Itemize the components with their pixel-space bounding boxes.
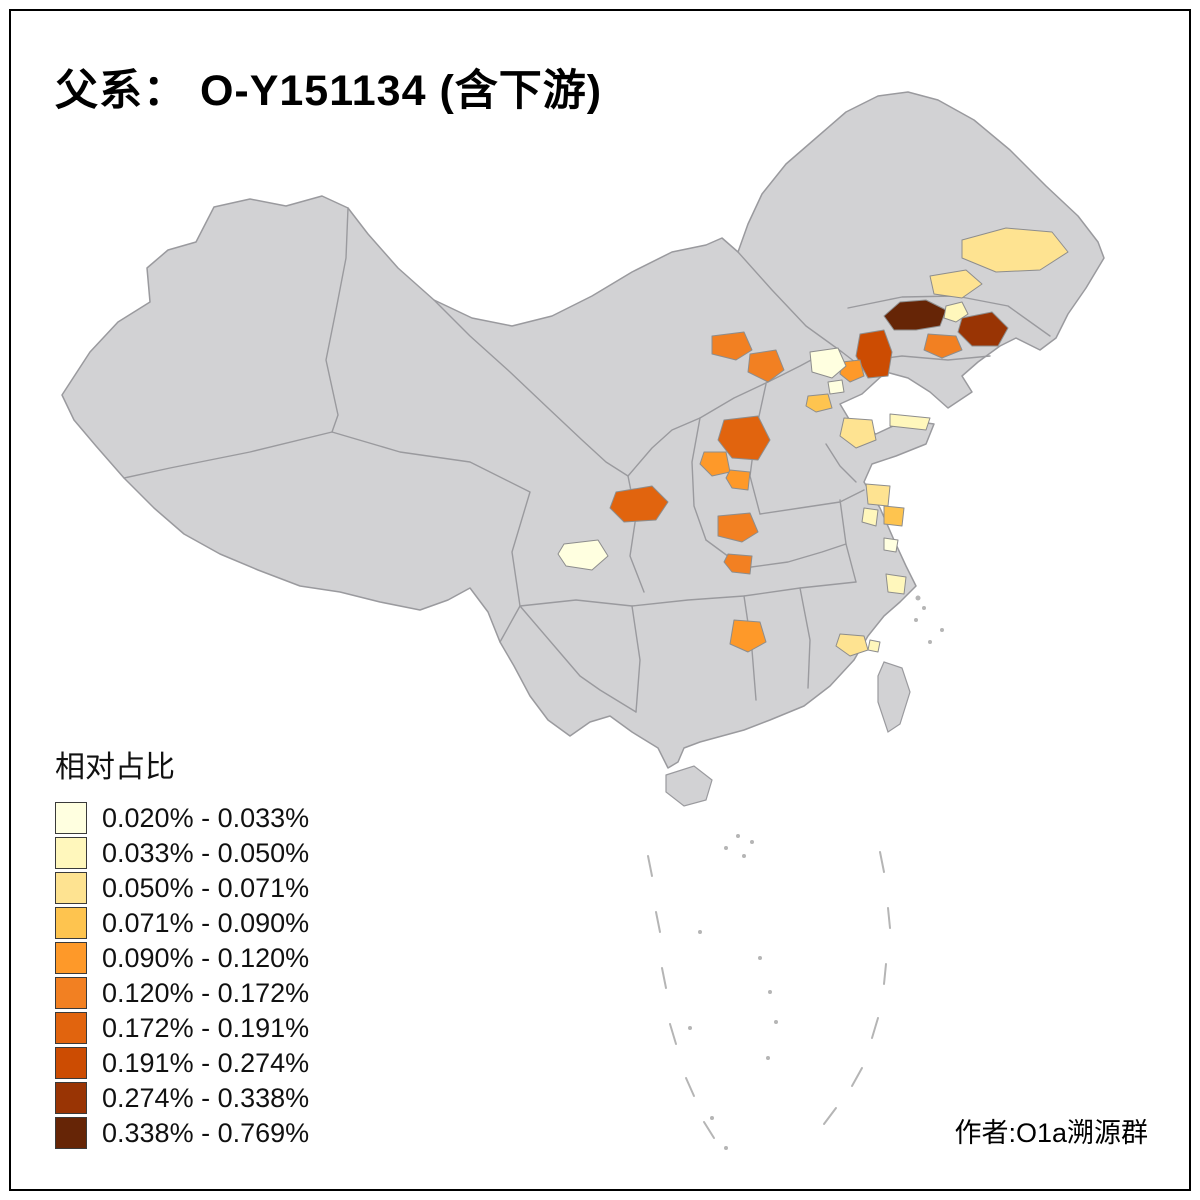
map-region bbox=[855, 329, 893, 379]
map-region bbox=[725, 469, 751, 491]
legend-item: 0.120% - 0.172% bbox=[55, 977, 309, 1009]
legend-label: 0.071% - 0.090% bbox=[102, 907, 310, 938]
map-region bbox=[747, 349, 785, 383]
legend-swatch bbox=[55, 977, 87, 1009]
taiwan-island bbox=[877, 661, 911, 733]
legend-item: 0.020% - 0.033% bbox=[55, 802, 309, 834]
author-credit: 作者:O1a溯源群 bbox=[954, 1118, 1148, 1148]
map-region bbox=[957, 311, 1009, 347]
legend-label: 0.050% - 0.071% bbox=[102, 872, 310, 903]
legend-item: 0.172% - 0.191% bbox=[55, 1012, 309, 1044]
legend-item: 0.050% - 0.071% bbox=[55, 872, 309, 904]
map-region bbox=[809, 347, 847, 379]
legend-swatch bbox=[55, 802, 87, 834]
legend-swatch bbox=[55, 872, 87, 904]
legend-title: 相对占比 bbox=[55, 751, 175, 784]
map-region bbox=[867, 639, 881, 653]
legend-swatch bbox=[55, 1117, 87, 1149]
legend-label: 0.090% - 0.120% bbox=[102, 942, 310, 973]
legend: 相对占比 0.020% - 0.033% 0.033% - 0.050% 0.0… bbox=[55, 742, 309, 1152]
map-region bbox=[961, 227, 1069, 273]
map-region bbox=[711, 331, 753, 361]
map-region bbox=[609, 485, 669, 523]
map-region bbox=[923, 333, 963, 359]
map-region bbox=[883, 505, 905, 527]
map-region bbox=[839, 417, 877, 449]
map-region bbox=[885, 573, 907, 595]
legend-label: 0.274% - 0.338% bbox=[102, 1082, 310, 1113]
legend-item: 0.071% - 0.090% bbox=[55, 907, 309, 939]
map-region bbox=[729, 619, 767, 653]
map-region bbox=[865, 483, 891, 507]
legend-label: 0.172% - 0.191% bbox=[102, 1012, 310, 1043]
south-china-sea-islands bbox=[688, 834, 778, 1150]
china-mainland bbox=[61, 91, 1105, 769]
legend-item: 0.274% - 0.338% bbox=[55, 1082, 309, 1114]
map-region bbox=[883, 299, 947, 331]
map-region bbox=[557, 539, 609, 571]
legend-label: 0.033% - 0.050% bbox=[102, 837, 310, 868]
legend-swatch bbox=[55, 1047, 87, 1079]
legend-label: 0.191% - 0.274% bbox=[102, 1047, 310, 1078]
map-region bbox=[835, 633, 869, 657]
map-region bbox=[699, 451, 731, 477]
legend-swatch bbox=[55, 907, 87, 939]
legend-label: 0.120% - 0.172% bbox=[102, 977, 310, 1008]
legend-label: 0.020% - 0.033% bbox=[102, 802, 310, 833]
nine-dash-line bbox=[647, 851, 891, 1139]
page-title: 父系： O-Y151134 (含下游) bbox=[55, 67, 603, 115]
legend-item: 0.191% - 0.274% bbox=[55, 1047, 309, 1079]
map-region bbox=[883, 537, 899, 553]
map-region bbox=[723, 553, 753, 575]
map-region bbox=[717, 415, 771, 461]
map-region bbox=[717, 512, 759, 543]
map-region bbox=[805, 393, 833, 413]
legend-label: 0.338% - 0.769% bbox=[102, 1117, 310, 1148]
legend-item: 0.090% - 0.120% bbox=[55, 942, 309, 974]
map-region bbox=[827, 379, 845, 395]
legend-item: 0.033% - 0.050% bbox=[55, 837, 309, 869]
coastal-island-dots bbox=[914, 595, 944, 644]
legend-swatch bbox=[55, 837, 87, 869]
hainan-island bbox=[665, 765, 713, 807]
map-region bbox=[889, 413, 931, 431]
map-region bbox=[861, 507, 879, 527]
highlighted-prefectures bbox=[557, 227, 1069, 657]
legend-item: 0.338% - 0.769% bbox=[55, 1117, 309, 1149]
legend-swatch bbox=[55, 942, 87, 974]
legend-swatch bbox=[55, 1012, 87, 1044]
legend-swatch bbox=[55, 1082, 87, 1114]
map-region bbox=[929, 269, 983, 299]
